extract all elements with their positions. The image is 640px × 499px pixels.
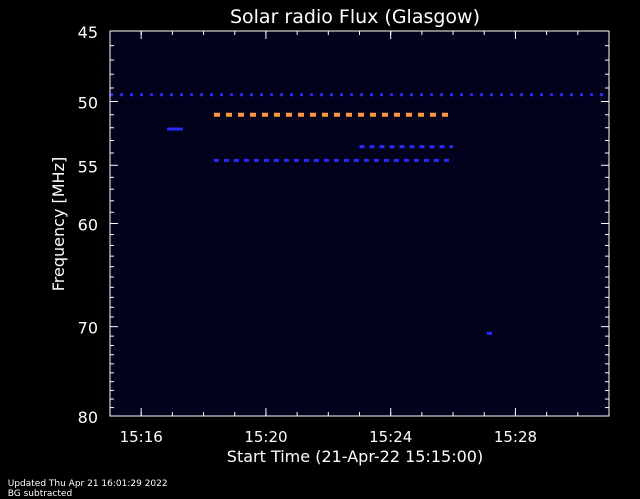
y-tick-label-4: 70 bbox=[78, 319, 98, 338]
plot-area bbox=[110, 31, 609, 416]
x-tick-label-2: 15:24 bbox=[369, 428, 412, 446]
axes-layer: 15:16 15:20 15:24 15:28 45 50 55 60 70 80 bbox=[78, 23, 609, 446]
footer: Updated Thu Apr 21 16:01:29 2022 BG subt… bbox=[2, 469, 182, 499]
y-axis-title: Frequency [MHz] bbox=[49, 157, 68, 291]
updated-timestamp: Updated Thu Apr 21 16:01:29 2022 bbox=[7, 479, 168, 489]
spectrogram-chart: Solar radio Flux (Glasgow) 15:16 15:20 15:… bbox=[49, 6, 610, 466]
y-tick-label-1: 50 bbox=[78, 94, 98, 113]
x-tick-label-3: 15:28 bbox=[494, 428, 537, 446]
features-layer bbox=[110, 93, 609, 335]
chart-title: Solar radio Flux (Glasgow) bbox=[230, 6, 480, 28]
y-tick-label-2: 55 bbox=[78, 157, 98, 176]
x-tick-label-1: 15:20 bbox=[244, 428, 287, 446]
y-tick-label-5: 80 bbox=[78, 408, 98, 427]
x-tick-label-0: 15:16 bbox=[120, 428, 163, 446]
y-tick-label-0: 45 bbox=[78, 23, 98, 42]
x-axis-title: Start Time (21-Apr-22 15:15:00) bbox=[227, 447, 483, 466]
bg-subtracted-note: BG subtracted bbox=[7, 489, 73, 499]
y-tick-label-3: 60 bbox=[78, 216, 98, 235]
